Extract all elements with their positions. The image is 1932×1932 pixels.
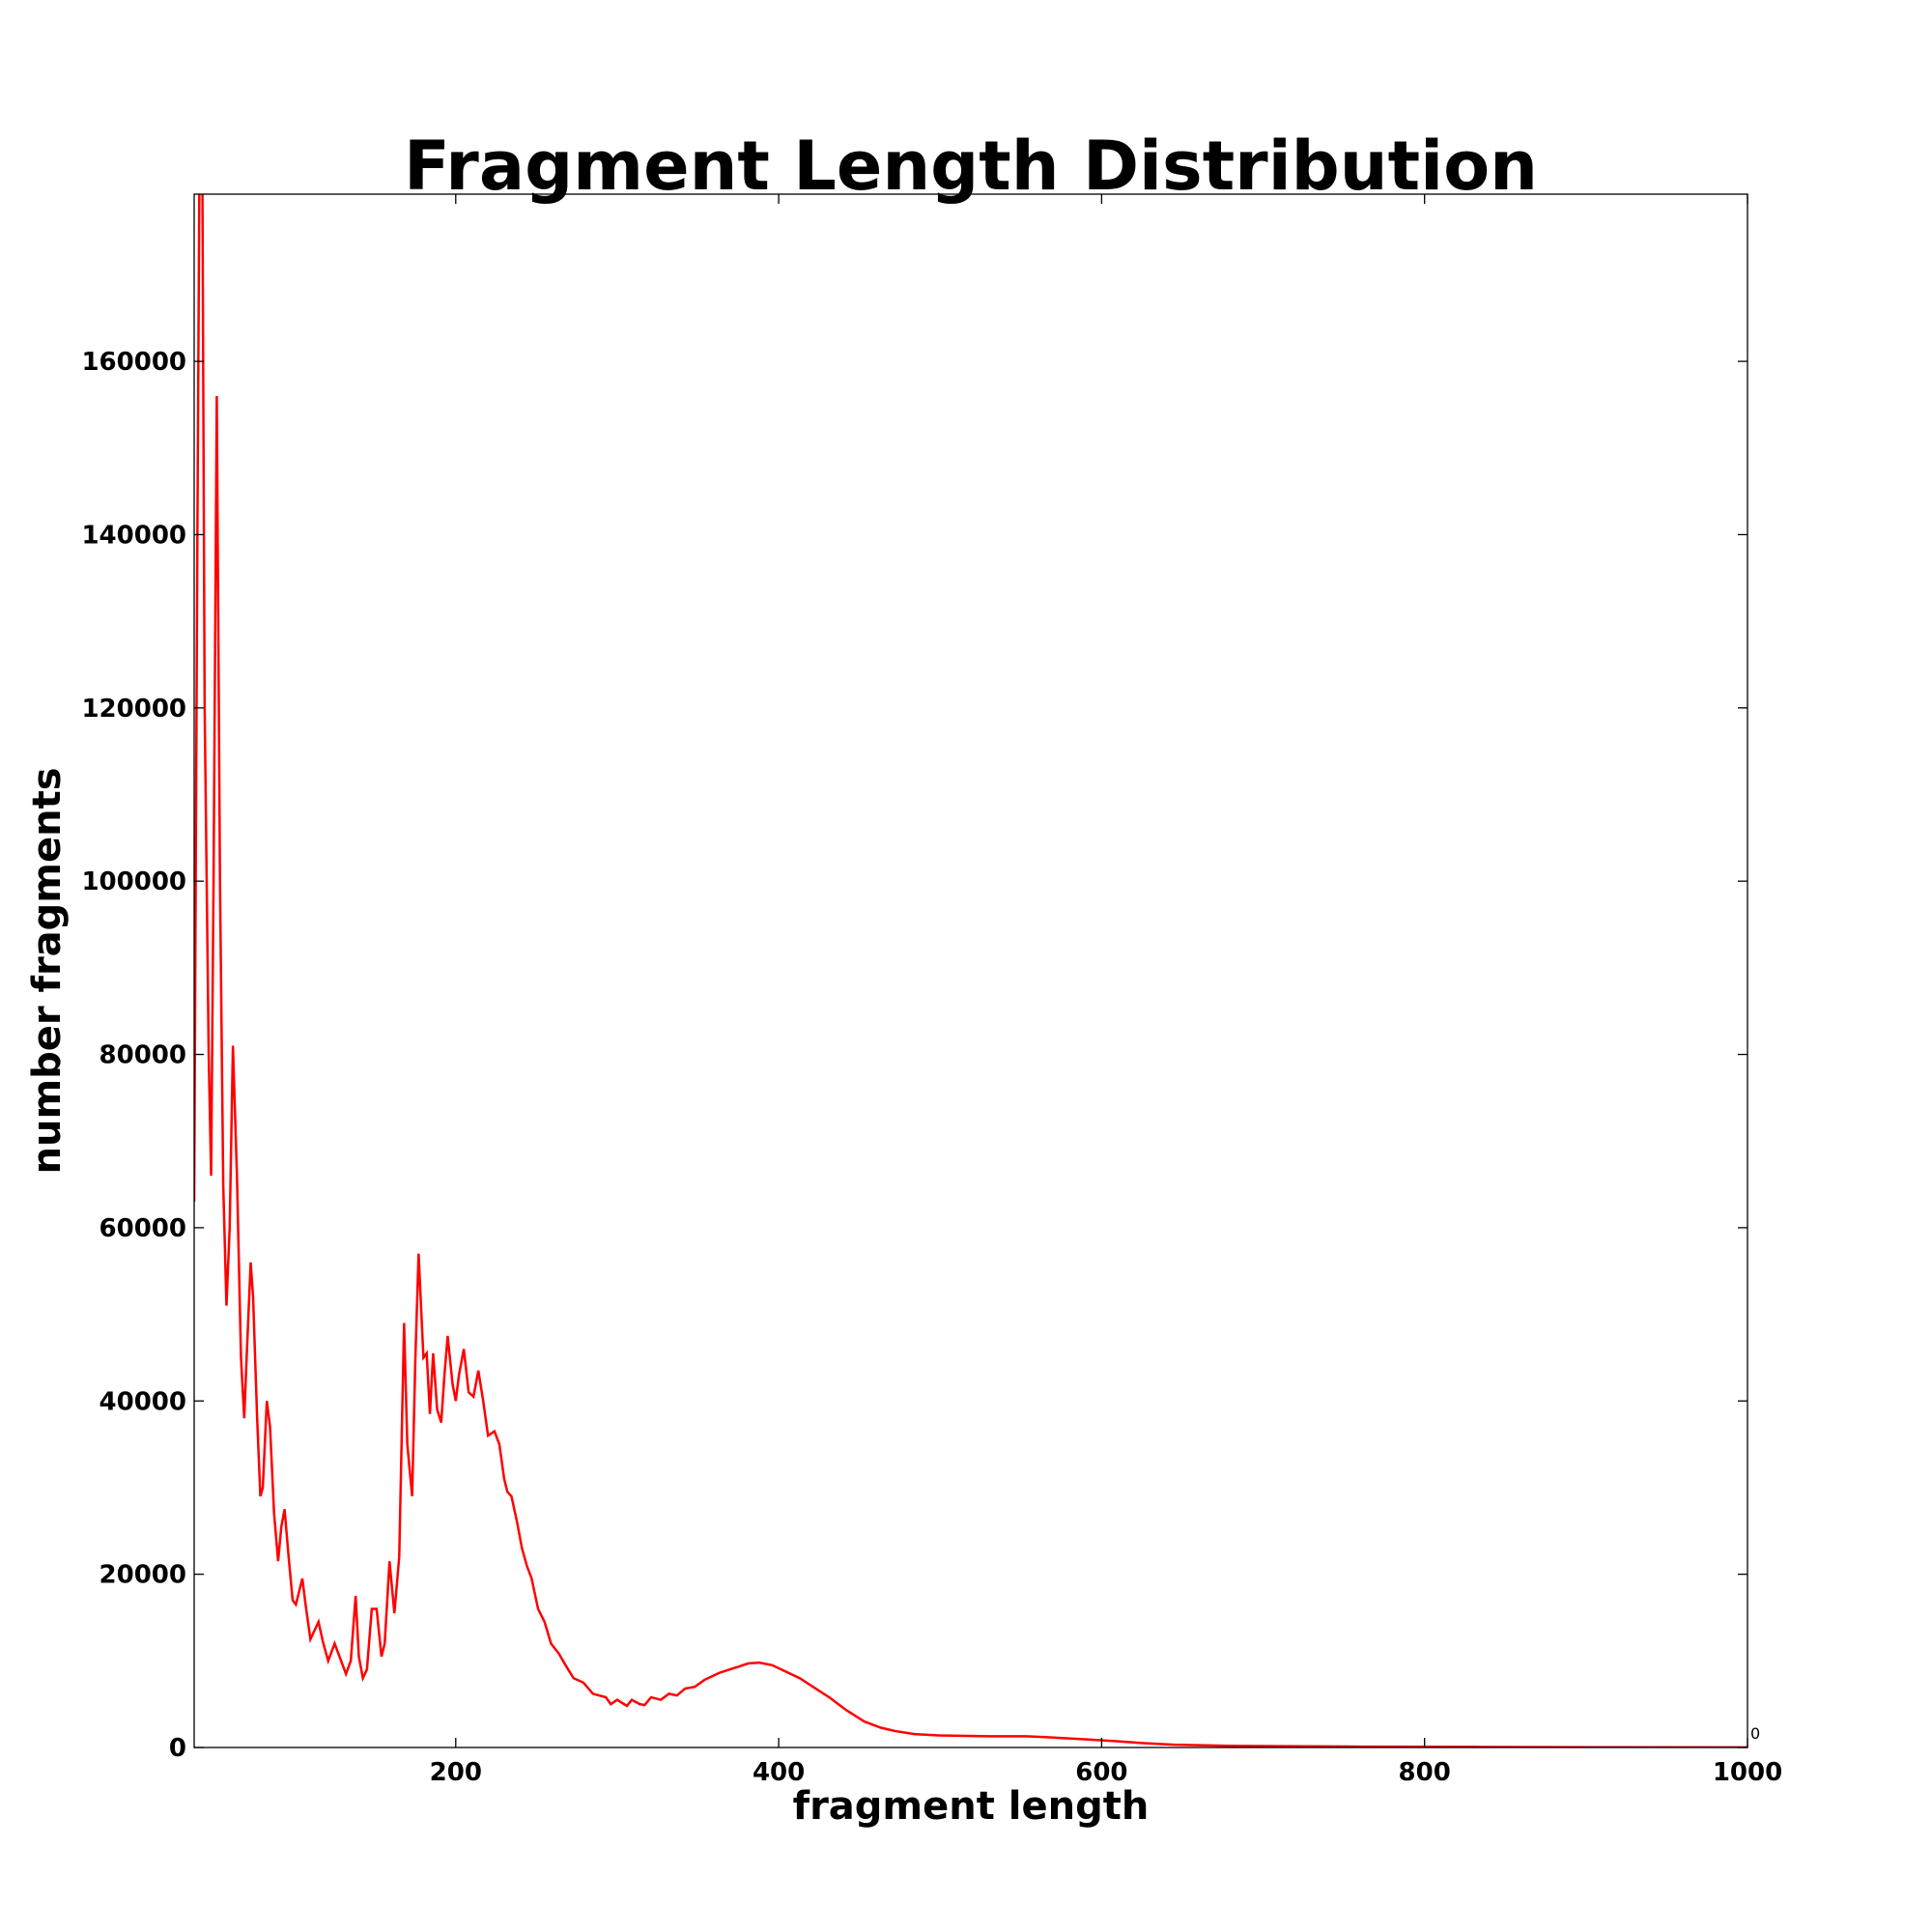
plot-frame [193, 193, 1748, 1748]
y-tick-label: 60000 [99, 1214, 186, 1243]
annotation: 0 [1750, 1724, 1760, 1743]
chart-title: Fragment Length Distribution [404, 127, 1538, 206]
x-axis-label: fragment length [793, 1784, 1150, 1829]
y-tick-label: 160000 [81, 348, 186, 377]
y-axis-label: number fragments [25, 767, 70, 1174]
y-tick-label: 20000 [99, 1561, 186, 1590]
x-tick-label: 600 [1075, 1758, 1127, 1787]
x-tick-label: 1000 [1713, 1758, 1782, 1787]
y-tick-label: 0 [169, 1734, 186, 1763]
x-tick-label: 800 [1399, 1758, 1451, 1787]
x-tick-label: 200 [430, 1758, 482, 1787]
y-tick-label: 120000 [81, 695, 186, 724]
x-tick-label: 400 [753, 1758, 805, 1787]
y-tick-label: 140000 [81, 521, 186, 550]
y-tick-label: 40000 [99, 1387, 186, 1416]
y-tick-label: 80000 [99, 1041, 186, 1070]
data-line [194, 194, 1747, 1747]
y-tick-label: 100000 [81, 867, 186, 896]
